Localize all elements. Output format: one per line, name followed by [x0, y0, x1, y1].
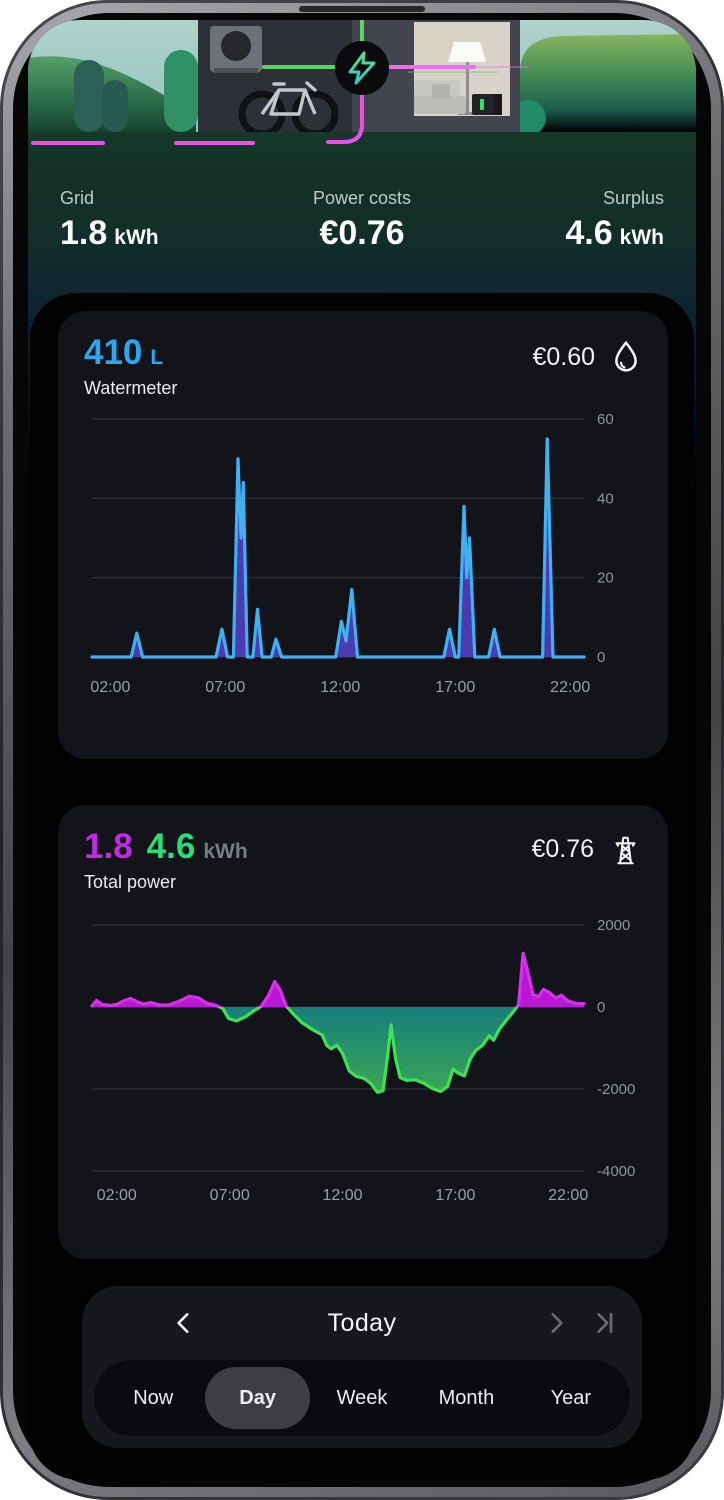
- svg-text:12:00: 12:00: [320, 679, 360, 696]
- heat-pump-icon: [210, 26, 262, 73]
- cards-sheet: 410 L Watermeter €0.60 60 40 20 0 02:00 07:00…: [30, 293, 694, 1480]
- tree: [102, 80, 128, 132]
- grid-stat-label: Grid: [60, 188, 95, 208]
- power-grid-value: 1.8: [84, 827, 133, 866]
- speaker-slit: [299, 6, 425, 12]
- tab-label: Now: [133, 1386, 174, 1409]
- period-tabs: Now Day Week Month Year: [94, 1360, 630, 1436]
- power-costs-value: €0.76: [319, 214, 405, 252]
- svg-text:-4000: -4000: [597, 1163, 635, 1180]
- surplus-stat: Surplus 4.6 kWh: [565, 188, 664, 250]
- svg-text:02:00: 02:00: [97, 1187, 137, 1204]
- total-power-chart: 2000 0 -2000 -4000 02:00 07:00 12:00 17:00 22:00: [90, 917, 635, 1204]
- tab-label: Week: [336, 1386, 388, 1409]
- svg-text:0: 0: [597, 649, 605, 666]
- previous-period-button[interactable]: [162, 1301, 206, 1345]
- svg-text:07:00: 07:00: [210, 1187, 250, 1204]
- power-pylon-icon: [615, 836, 636, 865]
- water-cost: €0.60: [532, 342, 595, 371]
- tab-label: Day: [239, 1386, 276, 1409]
- svg-text:2000: 2000: [597, 917, 630, 934]
- next-period-button[interactable]: [534, 1301, 578, 1345]
- ground: [28, 132, 696, 170]
- app-screen: Grid 1.8 kWh Power costs €0.76 Surplus 4.…: [28, 20, 696, 1480]
- tree: [74, 60, 104, 132]
- home-battery-icon: [472, 94, 502, 115]
- period-label[interactable]: Today: [327, 1308, 397, 1337]
- svg-text:22:00: 22:00: [548, 1187, 588, 1204]
- period-navigation-card: Today Now Day Week Month Year: [82, 1286, 642, 1448]
- svg-text:12:00: 12:00: [322, 1187, 362, 1204]
- svg-text:-2000: -2000: [597, 1081, 635, 1098]
- tab-week[interactable]: Week: [310, 1367, 414, 1429]
- tab-year[interactable]: Year: [519, 1367, 623, 1429]
- tree: [164, 50, 198, 132]
- power-unit: kWh: [203, 840, 248, 863]
- tab-label: Year: [550, 1386, 592, 1409]
- power-cost: €0.76: [531, 835, 594, 863]
- right-hill: [520, 34, 696, 132]
- total-power-card[interactable]: 1.8 4.6 kWh Total power €0.76: [58, 805, 668, 1259]
- hero-stats-row: Grid 1.8 kWh Power costs €0.76 Surplus 4.…: [60, 188, 664, 250]
- chevron-right-icon: [551, 1313, 563, 1333]
- svg-text:60: 60: [597, 411, 614, 428]
- tab-now[interactable]: Now: [101, 1367, 205, 1429]
- svg-text:17:00: 17:00: [435, 1187, 475, 1204]
- watermeter-chart: 60 40 20 0 02:00 07:00 12:00 17:00 22:00: [90, 411, 614, 696]
- svg-text:20: 20: [597, 570, 614, 587]
- skip-to-end-icon: [597, 1313, 613, 1333]
- svg-text:0: 0: [597, 999, 605, 1016]
- grid-stat-value: 1.8 kWh: [60, 214, 159, 252]
- grid-stat: Grid 1.8 kWh: [60, 188, 159, 250]
- chevron-left-icon: [177, 1313, 189, 1333]
- svg-text:22:00: 22:00: [550, 679, 590, 696]
- power-metric: 1.8 4.6 kWh: [84, 829, 248, 864]
- power-surplus-value: 4.6: [146, 827, 196, 866]
- water-unit: L: [150, 346, 164, 369]
- surplus-stat-label: Surplus: [602, 188, 664, 208]
- surplus-stat-value: 4.6 kWh: [565, 214, 664, 252]
- tab-label: Month: [438, 1386, 495, 1409]
- home-energy-illustration: [28, 20, 696, 170]
- power-costs-stat: Power costs €0.76: [313, 188, 411, 250]
- energy-flow-lines: [31, 20, 529, 145]
- watermeter-card[interactable]: 410 L Watermeter €0.60 60 40 20 0 02:00 07:00…: [58, 311, 668, 759]
- tab-month[interactable]: Month: [414, 1367, 518, 1429]
- svg-text:40: 40: [597, 490, 614, 507]
- svg-text:02:00: 02:00: [90, 679, 130, 696]
- water-drop-icon: [615, 341, 637, 372]
- svg-text:07:00: 07:00: [205, 679, 245, 696]
- power-costs-label: Power costs: [312, 188, 412, 208]
- water-metric: 410 L: [84, 335, 177, 370]
- lightning-bolt-badge: [335, 41, 389, 95]
- power-card-title: Total power: [84, 872, 177, 892]
- water-card-title: Watermeter: [84, 378, 178, 398]
- sofa-icon: [414, 80, 466, 114]
- svg-text:17:00: 17:00: [435, 679, 475, 696]
- floor-lamp-icon: [448, 42, 486, 115]
- period-selector-row: Today: [82, 1286, 642, 1360]
- water-value: 410: [84, 333, 143, 372]
- tab-day[interactable]: Day: [205, 1367, 310, 1429]
- skip-to-latest-button[interactable]: [582, 1301, 626, 1345]
